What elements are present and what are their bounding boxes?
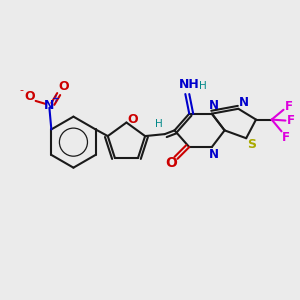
Text: H: H: [155, 119, 163, 129]
Text: F: F: [284, 100, 292, 113]
Text: -: -: [20, 85, 24, 95]
Text: N: N: [239, 96, 249, 110]
Text: N: N: [44, 99, 55, 112]
Text: O: O: [59, 80, 69, 93]
Text: F: F: [281, 131, 290, 144]
Text: +: +: [51, 94, 59, 104]
Text: F: F: [287, 114, 295, 127]
Text: N: N: [209, 148, 219, 161]
Text: O: O: [24, 91, 35, 103]
Text: NH: NH: [179, 78, 200, 91]
Text: N: N: [209, 99, 219, 112]
Text: O: O: [127, 113, 138, 126]
Text: O: O: [166, 156, 178, 170]
Text: S: S: [248, 138, 256, 151]
Text: H: H: [199, 81, 207, 91]
